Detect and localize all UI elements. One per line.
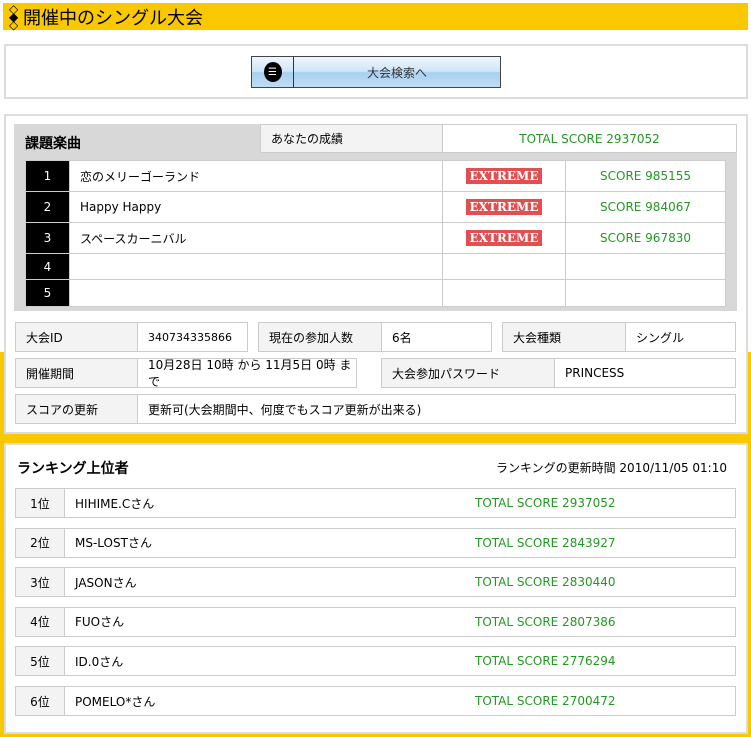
song-score: SCORE 985155 bbox=[565, 160, 726, 192]
ranking-player-name[interactable]: FUOさん bbox=[75, 615, 125, 630]
ranking-rank: 3位 bbox=[15, 567, 65, 598]
ranking-player-name[interactable]: MS-LOSTさん bbox=[75, 536, 152, 551]
document-icon: ☰ bbox=[252, 57, 294, 87]
period-label: 開催期間 bbox=[15, 358, 138, 388]
song-score: SCORE 984067 bbox=[565, 191, 726, 223]
update-value: 更新可(大会期間中、何度でもスコア更新が出来る) bbox=[137, 394, 736, 424]
song-title: 恋のメリーゴーランド bbox=[69, 160, 443, 192]
ranking-score: TOTAL SCORE 2843927 bbox=[475, 535, 616, 550]
participants-value: 6名 bbox=[381, 322, 492, 352]
song-score bbox=[565, 253, 726, 280]
ranking-rank: 4位 bbox=[15, 606, 65, 637]
song-difficulty-cell: EXTREME bbox=[442, 160, 566, 192]
songs-heading: 課題楽曲 bbox=[25, 136, 81, 152]
song-number: 4 bbox=[25, 253, 70, 280]
song-title: Happy Happy bbox=[69, 191, 443, 223]
ranking-score: TOTAL SCORE 2807386 bbox=[475, 614, 616, 629]
ranking-updated: ランキングの更新時間 2010/11/05 01:10 bbox=[495, 461, 727, 475]
ranking-rank: 1位 bbox=[15, 488, 65, 518]
ranking-player-name[interactable]: POMELO*さん bbox=[75, 694, 156, 709]
tournament-search-button[interactable]: ☰ 大会検索へ bbox=[251, 56, 501, 88]
difficulty-badge: EXTREME bbox=[465, 230, 543, 246]
ranking-row[interactable]: POMELO*さん TOTAL SCORE 2700472 bbox=[64, 686, 736, 716]
ranking-heading: ランキング上位者 bbox=[17, 461, 129, 477]
password-value: PRINCESS bbox=[554, 358, 736, 388]
ranking-row[interactable]: FUOさん TOTAL SCORE 2807386 bbox=[64, 606, 736, 637]
ranking-row[interactable]: ID.0さん TOTAL SCORE 2776294 bbox=[64, 646, 736, 677]
update-label: スコアの更新 bbox=[15, 394, 138, 424]
your-result-label: あなたの成績 bbox=[260, 124, 443, 153]
song-difficulty-cell bbox=[442, 279, 566, 307]
ranking-row[interactable]: JASONさん TOTAL SCORE 2830440 bbox=[64, 567, 736, 598]
song-score bbox=[565, 279, 726, 307]
ranking-row[interactable]: MS-LOSTさん TOTAL SCORE 2843927 bbox=[64, 527, 736, 558]
type-label: 大会種類 bbox=[502, 322, 626, 352]
song-title: スペースカーニバル bbox=[69, 222, 443, 254]
your-total-score: TOTAL SCORE 2937052 bbox=[442, 124, 737, 153]
id-label: 大会ID bbox=[15, 322, 138, 352]
password-label: 大会参加パスワード bbox=[381, 358, 555, 388]
ranking-player-name[interactable]: ID.0さん bbox=[75, 654, 124, 669]
type-value: シングル bbox=[625, 322, 736, 352]
song-number: 3 bbox=[25, 222, 70, 254]
diamond-bullet-icon: ◇ ◆ ◇ bbox=[9, 1, 19, 32]
ranking-row[interactable]: HIHIME.Cさん TOTAL SCORE 2937052 bbox=[64, 488, 736, 518]
song-difficulty-cell bbox=[442, 253, 566, 280]
ranking-player-name[interactable]: JASONさん bbox=[75, 575, 137, 590]
participants-label: 現在の参加人数 bbox=[258, 322, 382, 352]
ranking-player-name[interactable]: HIHIME.Cさん bbox=[75, 496, 155, 511]
song-difficulty-cell: EXTREME bbox=[442, 191, 566, 223]
id-value: 340734335866 bbox=[137, 322, 248, 352]
ranking-rank: 2位 bbox=[15, 527, 65, 558]
song-number: 2 bbox=[25, 191, 70, 223]
song-number: 5 bbox=[25, 279, 70, 307]
page-title: 開催中のシングル大会 bbox=[23, 7, 203, 29]
search-button-label: 大会検索へ bbox=[366, 65, 427, 80]
ranking-score: TOTAL SCORE 2830440 bbox=[475, 575, 616, 590]
ranking-rank: 5位 bbox=[15, 646, 65, 677]
difficulty-badge: EXTREME bbox=[465, 168, 543, 184]
title-bar: ◇ ◆ ◇ 開催中のシングル大会 bbox=[3, 1, 748, 32]
ranking-score: TOTAL SCORE 2937052 bbox=[475, 496, 616, 510]
ranking-rank: 6位 bbox=[15, 686, 65, 716]
song-title bbox=[69, 279, 443, 307]
difficulty-badge: EXTREME bbox=[465, 199, 543, 215]
song-score: SCORE 967830 bbox=[565, 222, 726, 254]
ranking-score: TOTAL SCORE 2700472 bbox=[475, 694, 616, 708]
period-value: 10月28日 10時 から 11月5日 0時 まで bbox=[137, 358, 357, 389]
ranking-score: TOTAL SCORE 2776294 bbox=[475, 654, 616, 669]
song-number: 1 bbox=[25, 160, 70, 192]
song-title bbox=[69, 253, 443, 280]
song-difficulty-cell: EXTREME bbox=[442, 222, 566, 254]
